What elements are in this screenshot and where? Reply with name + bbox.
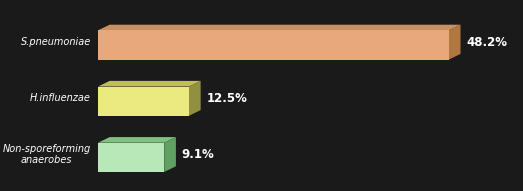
- Text: S.pneumoniae: S.pneumoniae: [20, 37, 90, 47]
- Text: 9.1%: 9.1%: [181, 148, 214, 161]
- Text: 48.2%: 48.2%: [467, 36, 507, 49]
- Polygon shape: [98, 81, 201, 87]
- Polygon shape: [98, 137, 176, 143]
- Text: 12.5%: 12.5%: [207, 92, 247, 105]
- Text: H.influenzae: H.influenzae: [30, 93, 90, 103]
- Text: Non-sporeforming
anaerobes: Non-sporeforming anaerobes: [3, 144, 90, 165]
- Polygon shape: [449, 25, 461, 60]
- Polygon shape: [164, 137, 176, 172]
- Bar: [98, 143, 164, 172]
- Bar: [98, 30, 449, 60]
- Bar: [98, 87, 189, 116]
- Polygon shape: [98, 25, 461, 30]
- Polygon shape: [189, 81, 201, 116]
